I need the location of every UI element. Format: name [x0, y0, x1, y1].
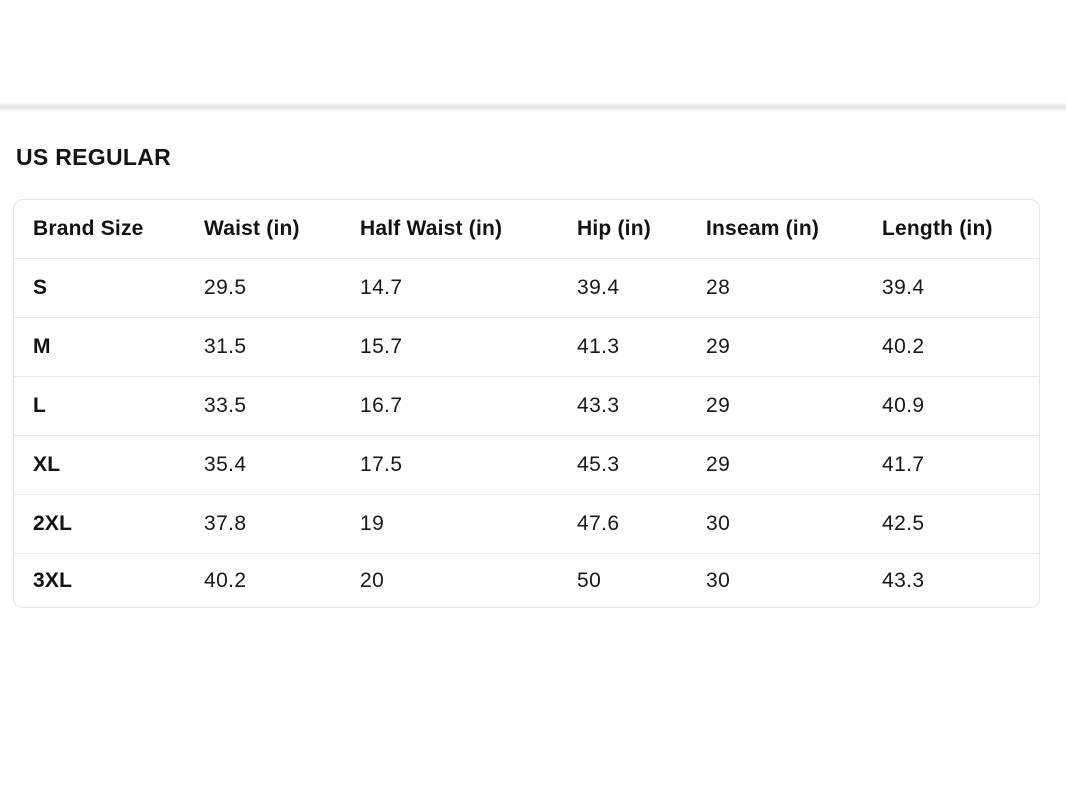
cell-half-waist: 15.7	[360, 317, 577, 377]
cell-length: 43.3	[882, 553, 1039, 607]
cell-hip: 47.6	[577, 494, 706, 554]
cell-waist: 33.5	[204, 376, 360, 436]
cell-half-waist: 20	[360, 553, 577, 607]
cell-size: L	[14, 376, 204, 436]
cell-hip: 41.3	[577, 317, 706, 377]
cell-hip: 45.3	[577, 435, 706, 495]
cell-size: XL	[14, 435, 204, 495]
cell-length: 42.5	[882, 494, 1039, 554]
table-header-row: Brand Size Waist (in) Half Waist (in) Hi…	[14, 200, 1039, 259]
cell-waist: 35.4	[204, 435, 360, 495]
cell-inseam: 30	[706, 553, 882, 607]
cell-half-waist: 14.7	[360, 258, 577, 318]
cell-inseam: 30	[706, 494, 882, 554]
cell-size: S	[14, 258, 204, 318]
cell-length: 39.4	[882, 258, 1039, 318]
cell-inseam: 29	[706, 376, 882, 436]
cell-size: 2XL	[14, 494, 204, 554]
size-chart-table: Brand Size Waist (in) Half Waist (in) Hi…	[14, 200, 1039, 607]
cell-waist: 37.8	[204, 494, 360, 554]
table-row-s: S 29.5 14.7 39.4 28 39.4	[14, 258, 1039, 318]
cell-hip: 43.3	[577, 376, 706, 436]
column-header-length: Length (in)	[882, 217, 993, 240]
cell-hip: 39.4	[577, 258, 706, 318]
cell-inseam: 29	[706, 435, 882, 495]
cell-inseam: 29	[706, 317, 882, 377]
cell-half-waist: 17.5	[360, 435, 577, 495]
cell-waist: 40.2	[204, 553, 360, 607]
cell-hip: 50	[577, 553, 706, 607]
top-section-divider	[0, 101, 1066, 113]
column-header-inseam: Inseam (in)	[706, 217, 820, 240]
table-row-2xl: 2XL 37.8 19 47.6 30 42.5	[14, 494, 1039, 554]
cell-length: 40.9	[882, 376, 1039, 436]
table-row-m: M 31.5 15.7 41.3 29 40.2	[14, 317, 1039, 377]
table-row-3xl: 3XL 40.2 20 50 30 43.3	[14, 553, 1039, 607]
cell-waist: 31.5	[204, 317, 360, 377]
size-chart-card: Brand Size Waist (in) Half Waist (in) Hi…	[13, 199, 1040, 608]
cell-length: 40.2	[882, 317, 1039, 377]
size-chart-section-title: US REGULAR	[16, 144, 172, 170]
column-header-hip: Hip (in)	[577, 217, 651, 240]
table-row-l: L 33.5 16.7 43.3 29 40.9	[14, 376, 1039, 436]
cell-length: 41.7	[882, 435, 1039, 495]
column-header-waist: Waist (in)	[204, 217, 300, 240]
cell-half-waist: 16.7	[360, 376, 577, 436]
cell-inseam: 28	[706, 258, 882, 318]
column-header-half-waist: Half Waist (in)	[360, 217, 503, 240]
cell-half-waist: 19	[360, 494, 577, 554]
table-row-xl: XL 35.4 17.5 45.3 29 41.7	[14, 435, 1039, 495]
cell-waist: 29.5	[204, 258, 360, 318]
cell-size: 3XL	[14, 553, 204, 607]
cell-size: M	[14, 317, 204, 377]
column-header-brand-size: Brand Size	[33, 217, 144, 240]
